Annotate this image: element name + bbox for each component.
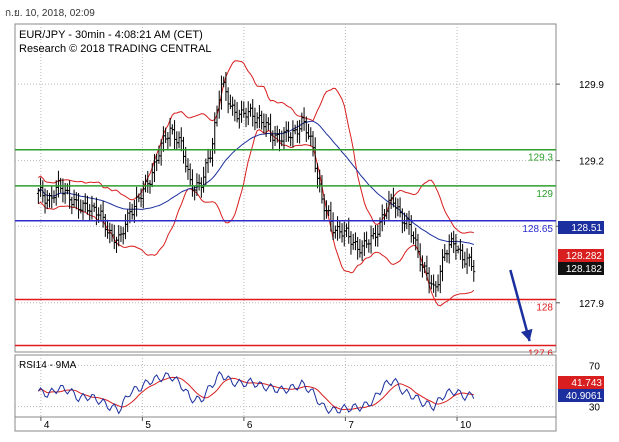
main-panel: 129.3 129 128.65 128 127.6 EUR/JPY - 30min -…: [14, 23, 557, 359]
arrow-shaft: [509, 269, 531, 342]
rsi-signal-line: [38, 376, 474, 411]
badge-bg: [558, 389, 604, 402]
rsi-tick-label: 70: [589, 361, 601, 372]
chart-title: EUR/JPY - 30min - 4:08:21 AM (CET): [19, 29, 203, 41]
price-bars: [36, 71, 476, 297]
level-label: 128.65: [522, 224, 553, 235]
badge-label: 128.282: [566, 251, 603, 262]
badge-label: 128.182: [566, 264, 603, 275]
arrow-head: [520, 328, 533, 342]
level-label: 128: [536, 303, 553, 314]
badge-bg: [558, 221, 604, 234]
ma-path: [38, 120, 474, 245]
badge-label: 40.9061: [566, 391, 603, 402]
forecast-arrow: [509, 269, 533, 342]
rsi-panel: RSI14 - 9MA: [14, 354, 557, 418]
price-badge: 128.51: [558, 221, 604, 234]
badge-bg: [558, 262, 604, 275]
rsi-lines: [37, 371, 475, 415]
x-tick-label: 6: [247, 420, 253, 431]
y-tick-label: 127.9: [579, 299, 604, 310]
rsi-label: RSI14 - 9MA: [19, 360, 77, 371]
level-label: 127.6: [528, 348, 553, 359]
time-axis: 4 5 6 7 10: [40, 417, 472, 431]
level-label: 129.3: [528, 153, 553, 164]
moving-average-line: [38, 120, 474, 245]
upper-band: [38, 60, 474, 234]
price-badge: 128.282: [558, 249, 604, 262]
y-tick-label: 129.9: [579, 80, 604, 91]
lower-band: [38, 129, 475, 307]
badge-label: 41.743: [571, 378, 602, 389]
x-tick-label: 4: [44, 420, 50, 431]
y-tick-label: 129.2: [579, 157, 604, 168]
x-tick-label: 10: [460, 420, 472, 431]
rsi-tick-label: 30: [589, 403, 601, 414]
rsi-badge: 40.9061: [558, 389, 604, 402]
badge-bg: [558, 376, 604, 389]
header-timestamp: ก.ย. 10, 2018, 02:09: [5, 8, 95, 19]
price-badges: 128.51 128.282 128.182: [558, 221, 604, 275]
price-bar: [472, 260, 476, 282]
price-badge: 128.182: [558, 262, 604, 275]
level-label: 129: [536, 189, 553, 200]
rsi-badges: 41.743 40.9061: [558, 376, 604, 402]
x-tick-label: 5: [145, 420, 151, 431]
chart-subtitle: Research © 2018 TRADING CENTRAL: [19, 43, 212, 55]
x-tick-label: 7: [348, 420, 354, 431]
rsi-line: [37, 371, 475, 415]
badge-label: 128.51: [571, 223, 602, 234]
badge-bg: [558, 249, 604, 262]
rsi-badge: 41.743: [558, 376, 604, 389]
support-resistance-levels: 129.3 129 128.65 128 127.6: [15, 148, 556, 359]
rsi-axis: 70 30: [589, 361, 601, 413]
bollinger-bands: [38, 60, 475, 307]
